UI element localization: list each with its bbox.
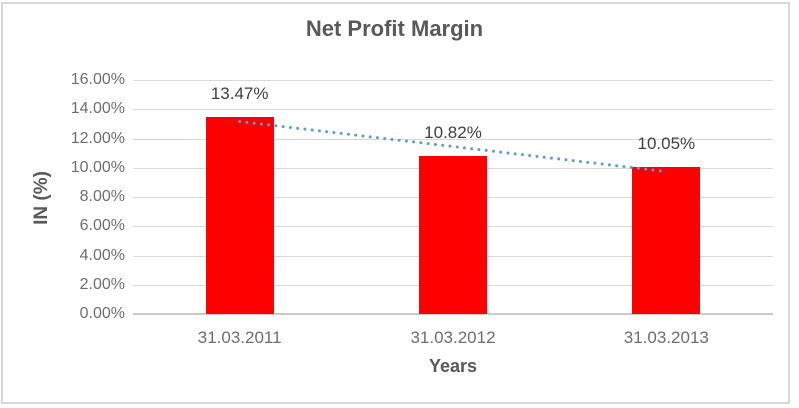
x-category-label: 31.03.2011 [197, 328, 282, 347]
x-axis-line [133, 313, 773, 315]
y-tick-label: 0.00% [79, 305, 125, 322]
gridline [133, 80, 773, 81]
chart-frame-border [1, 2, 790, 404]
plot-area: 13.47% 10.82% 10.05% [133, 80, 773, 315]
x-category-label: 31.03.2013 [623, 328, 709, 347]
y-tick-label: 2.00% [79, 275, 125, 293]
y-tick-label: 16.00% [70, 71, 125, 88]
y-tick-label: 12.00% [70, 129, 125, 147]
data-label: 10.82% [424, 122, 482, 142]
y-tick-label: 6.00% [79, 217, 125, 235]
y-tick-label: 10.00% [70, 158, 125, 176]
y-tick-label: 14.00% [70, 100, 125, 118]
x-axis-title: Years [428, 356, 478, 376]
x-category-label: 31.03.2012 [410, 328, 496, 347]
y-tick-label: 8.00% [79, 188, 125, 205]
data-label: 10.05% [637, 134, 696, 154]
chart-title: Net Profit Margin [305, 16, 484, 41]
bar-31.03.2012 [419, 155, 487, 314]
data-label: 13.47% [210, 84, 269, 104]
bar-31.03.2013 [632, 167, 701, 314]
y-tick-label: 4.00% [79, 246, 125, 264]
gridline [133, 109, 773, 111]
bar-31.03.2011 [205, 117, 274, 314]
